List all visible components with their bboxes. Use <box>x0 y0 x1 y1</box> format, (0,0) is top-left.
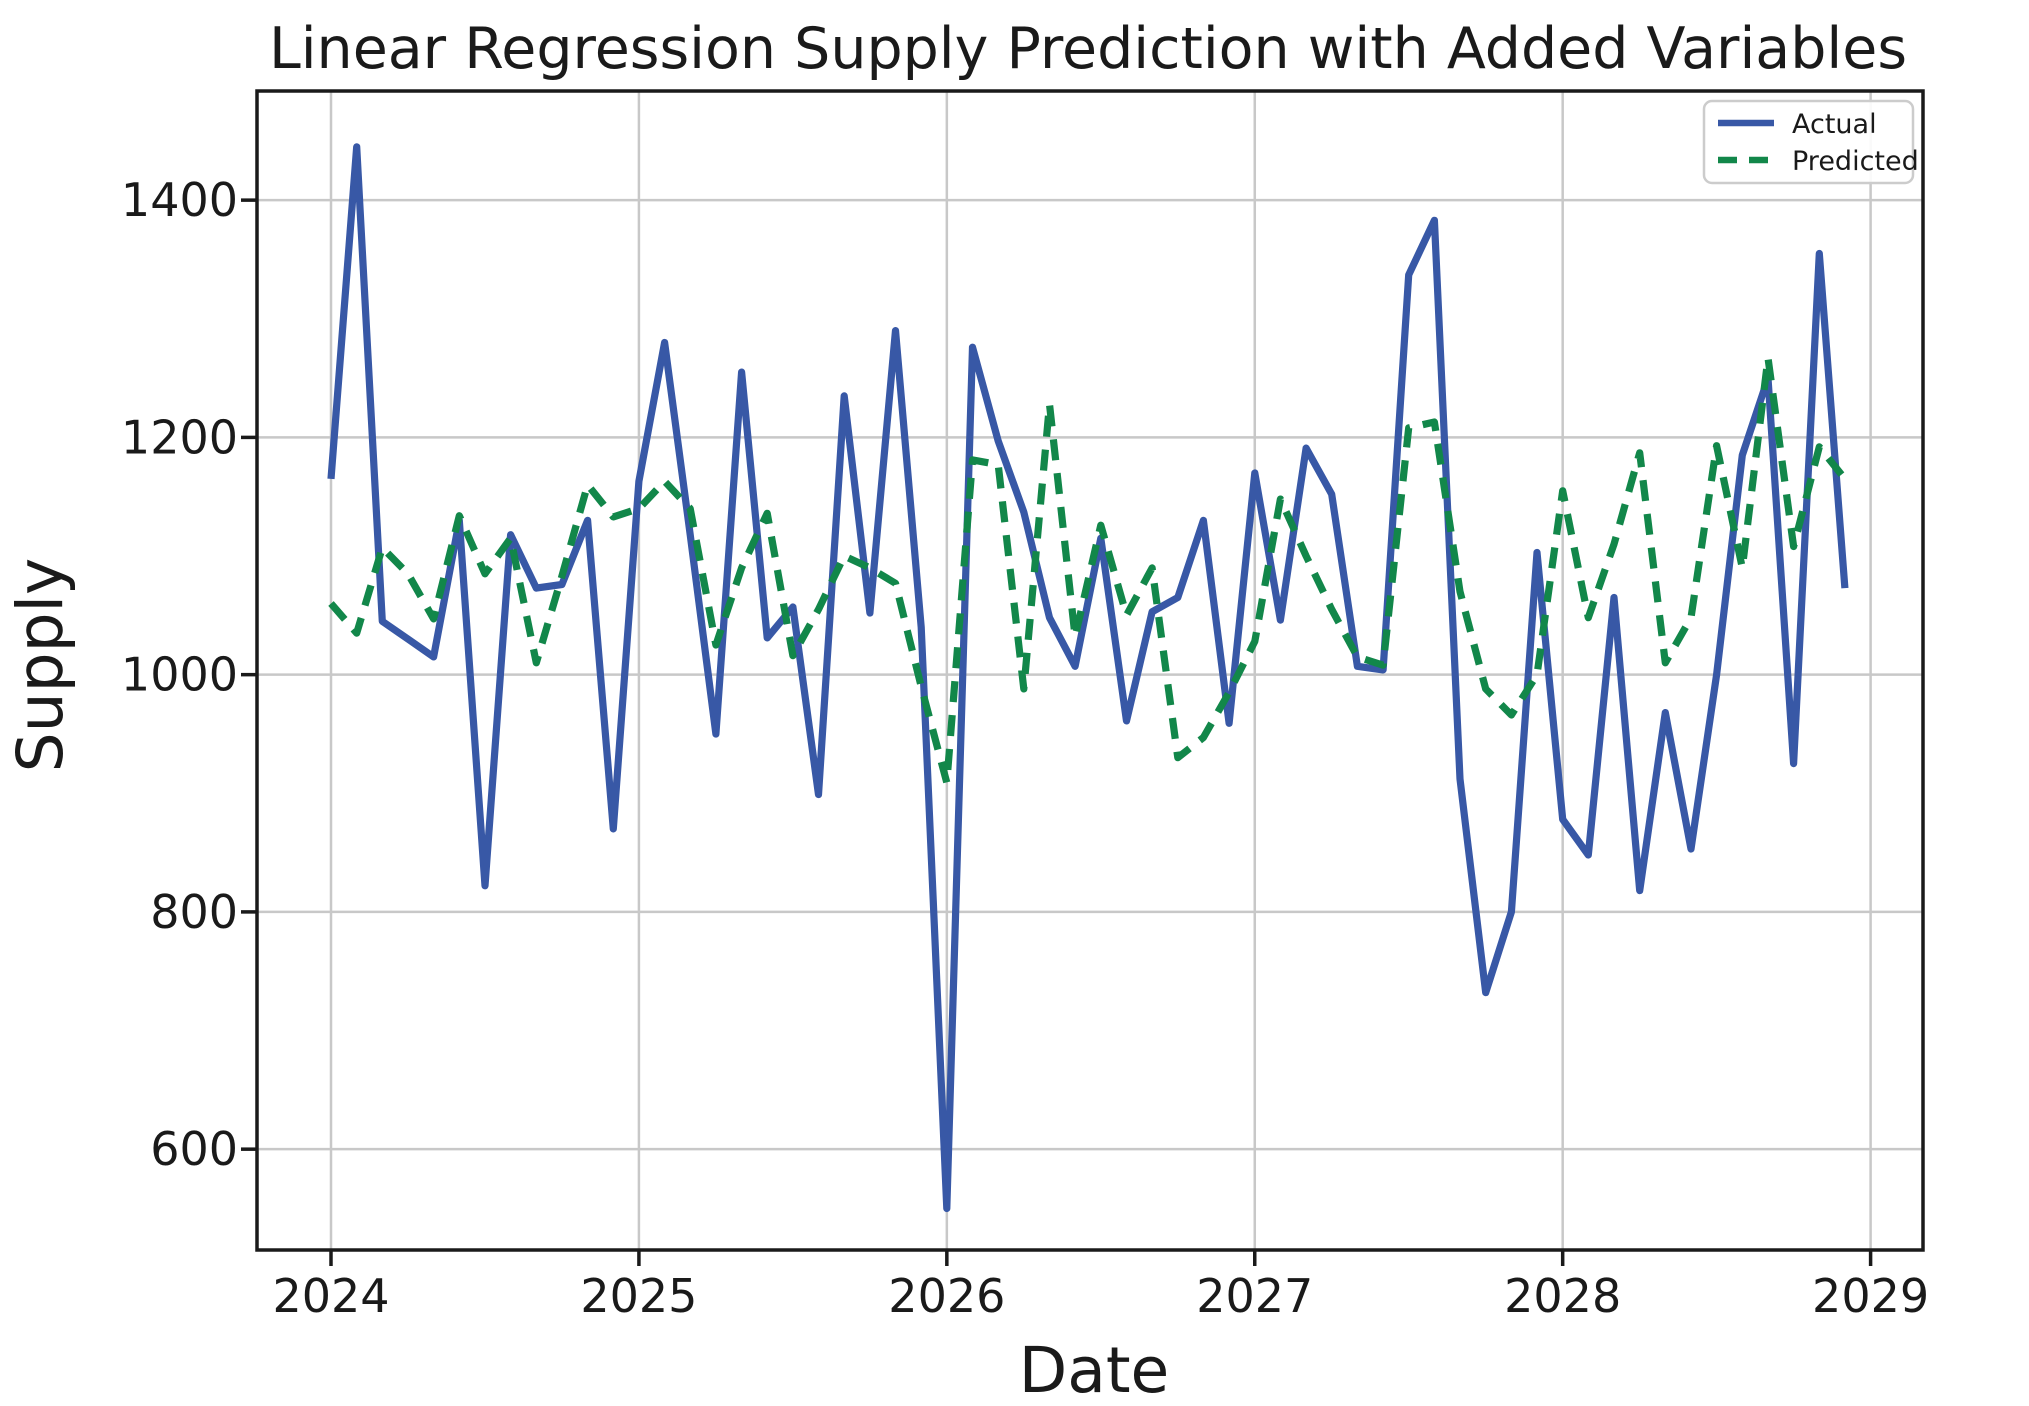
tick-labels: 2024 2025 2026 2027 2028 2029 600 800 1000 1200 14… <box>121 173 1929 1323</box>
legend: Actual Predicted <box>1702 99 1919 185</box>
series-actual-line <box>327 143 1849 1213</box>
x-tick-label: 2024 <box>272 1269 389 1323</box>
y-tick-label: 1400 <box>121 173 238 227</box>
x-tick-label: 2029 <box>1812 1269 1929 1323</box>
tick-marks <box>241 198 1873 1266</box>
y-tick-label: 800 <box>150 885 238 939</box>
y-tick-label: 1200 <box>121 410 238 464</box>
legend-item-actual: Actual <box>1718 109 1877 140</box>
x-tick-label: 2025 <box>580 1269 697 1323</box>
axes-spines <box>255 89 1925 1252</box>
legend-item-predicted: Predicted <box>1718 146 1919 177</box>
grid-layer <box>257 91 1923 1250</box>
legend-label: Actual <box>1792 109 1877 140</box>
x-axis-label: Date <box>1019 1334 1170 1406</box>
page-title: Linear Regression Supply Prediction with… <box>269 16 1907 82</box>
x-tick-label: 2027 <box>1196 1269 1313 1323</box>
series-layer <box>327 143 1849 1213</box>
y-tick-label: 1000 <box>121 648 238 702</box>
x-tick-label: 2028 <box>1504 1269 1621 1323</box>
plot-border <box>255 89 1925 1252</box>
y-tick-label: 600 <box>150 1122 238 1176</box>
series-predicted-line <box>328 354 1848 787</box>
y-axis-label: Supply <box>4 558 77 773</box>
x-tick-label: 2026 <box>888 1269 1005 1323</box>
legend-label: Predicted <box>1792 146 1919 177</box>
